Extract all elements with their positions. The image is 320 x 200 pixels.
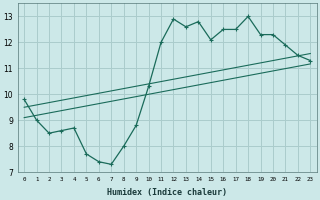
X-axis label: Humidex (Indice chaleur): Humidex (Indice chaleur) [107, 188, 227, 197]
